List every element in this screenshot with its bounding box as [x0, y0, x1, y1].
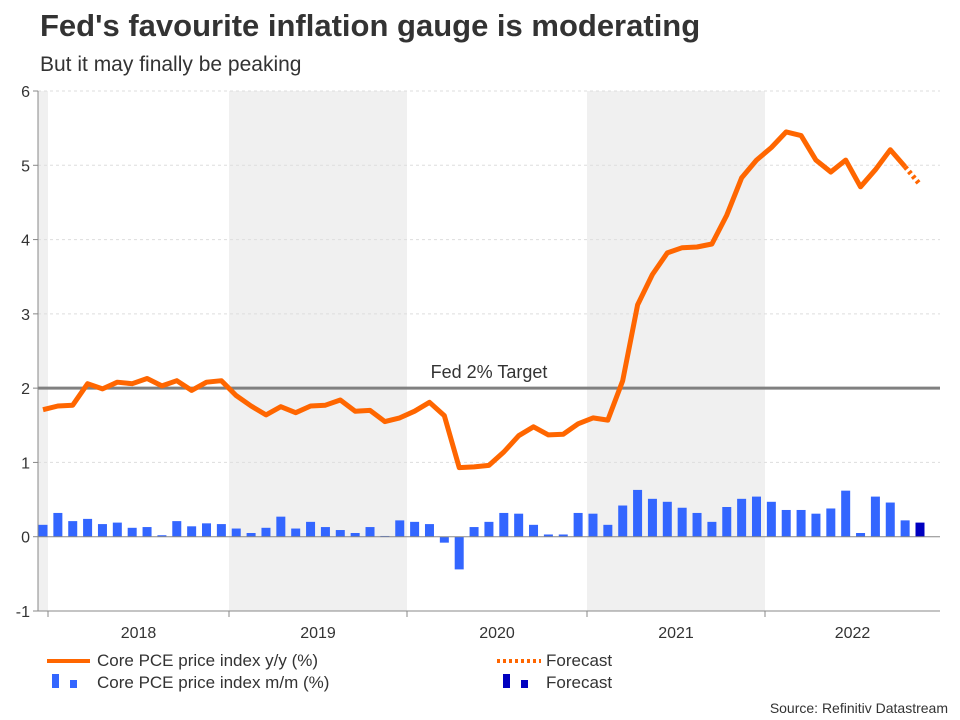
bar: [618, 505, 628, 537]
legend-forecast-bar-swatch: [503, 674, 510, 688]
x-tick-label: 2022: [835, 625, 871, 642]
bar: [558, 534, 568, 537]
bar: [68, 521, 78, 537]
bar: [276, 516, 286, 537]
bar: [766, 501, 776, 537]
bar: [647, 498, 657, 537]
target-annotation: Fed 2% Target: [431, 362, 548, 382]
bar: [514, 513, 524, 537]
legend-forecast-bar-swatch: [521, 680, 528, 688]
bar: [499, 512, 509, 537]
bar: [216, 524, 226, 537]
legend-yy-forecast-label: Forecast: [546, 651, 613, 670]
legend-mm-label: Core PCE price index m/m (%): [97, 673, 330, 692]
bar: [410, 521, 420, 537]
bar: [306, 521, 316, 537]
bar: [365, 527, 375, 537]
bar: [142, 527, 152, 537]
bar: [83, 518, 93, 537]
bar: [751, 496, 761, 537]
bar: [127, 527, 137, 537]
bar: [603, 524, 613, 537]
shaded-band: [38, 91, 48, 611]
bar: [395, 520, 405, 537]
legend-bar-swatch: [70, 680, 77, 688]
x-tick-label: 2021: [658, 625, 694, 642]
bar: [737, 498, 747, 537]
y-tick-label: 3: [21, 307, 30, 324]
bar: [484, 521, 494, 537]
x-tick-label: 2019: [300, 625, 336, 642]
shaded-band: [229, 91, 407, 611]
yy-forecast-line: [903, 165, 922, 187]
bar: [677, 507, 687, 537]
bar: [454, 536, 464, 570]
bar: [38, 524, 48, 537]
bar: [112, 522, 122, 537]
bar: [722, 507, 732, 537]
bar: [291, 528, 301, 537]
x-tick-label: 2020: [479, 625, 515, 642]
legend-mm-forecast-label: Forecast: [546, 673, 613, 692]
chart-subtitle: But it may finally be peaking: [40, 53, 302, 76]
bar: [246, 533, 256, 537]
bar: [424, 524, 434, 537]
chart-title: Fed's favourite inflation gauge is moder…: [40, 8, 701, 43]
bar: [439, 536, 449, 543]
bar: [97, 524, 107, 537]
y-tick-label: -1: [16, 604, 30, 621]
bar: [707, 521, 717, 537]
bar: [261, 527, 271, 537]
source-note: Source: Refinitiv Datastream: [769, 700, 948, 716]
bar: [231, 528, 241, 537]
y-tick-label: 5: [21, 158, 30, 175]
bar: [885, 502, 895, 537]
bar: [187, 526, 197, 537]
bar: [811, 513, 821, 537]
shaded-band: [587, 91, 765, 611]
y-tick-label: 2: [21, 381, 30, 398]
y-tick-label: 6: [21, 84, 30, 101]
bar: [662, 501, 672, 537]
bar: [781, 509, 791, 537]
bar: [172, 521, 182, 537]
bar: [335, 530, 345, 537]
bar: [543, 534, 553, 537]
bar: [350, 533, 360, 537]
bar: [796, 509, 806, 537]
bar: [53, 512, 63, 537]
bar: [157, 535, 167, 537]
bar: [633, 489, 643, 537]
y-tick-label: 4: [21, 233, 30, 250]
bar: [529, 524, 539, 537]
bar: [588, 513, 598, 537]
bar: [870, 496, 880, 537]
bar: [692, 512, 702, 537]
y-tick-label: 0: [21, 530, 30, 547]
bar: [856, 533, 866, 537]
legend-yy-label: Core PCE price index y/y (%): [97, 651, 319, 670]
bar: [573, 512, 583, 537]
bar: [841, 490, 851, 537]
bar-forecast: [915, 522, 925, 537]
bar: [826, 508, 836, 537]
yy-line: [42, 129, 907, 471]
bar: [320, 527, 330, 537]
bar: [900, 520, 910, 537]
legend-bar-swatch: [52, 674, 59, 688]
bar: [469, 527, 479, 537]
x-tick-label: 2018: [121, 625, 157, 642]
bar: [202, 523, 212, 537]
y-tick-label: 1: [21, 455, 30, 472]
